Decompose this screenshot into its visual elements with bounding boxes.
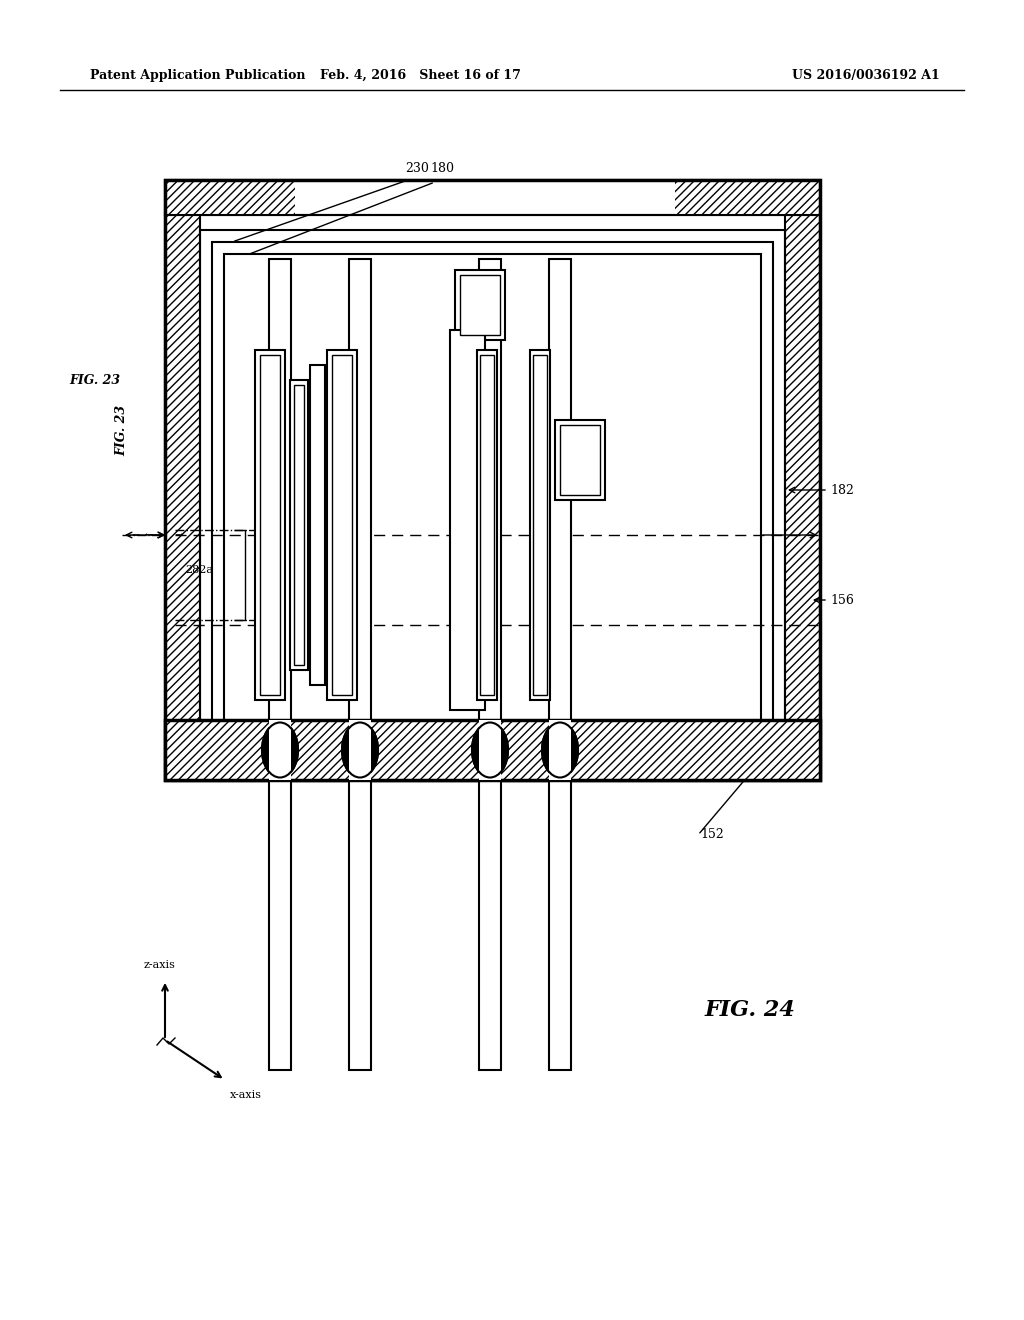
Bar	[165, 180, 820, 215]
Bar	[549, 719, 571, 780]
Bar	[332, 355, 352, 696]
Bar	[200, 215, 785, 780]
Text: 282b: 282b	[360, 605, 388, 615]
Text: z-axis: z-axis	[144, 960, 176, 970]
Bar	[460, 275, 500, 335]
Text: FIG. 24: FIG. 24	[705, 999, 796, 1020]
Bar	[477, 350, 497, 700]
Bar	[450, 330, 485, 710]
Text: 190a: 190a	[275, 715, 285, 743]
Text: ← . - . →: ← . - . →	[145, 531, 183, 540]
Text: FIG. 23: FIG. 23	[69, 374, 120, 387]
Text: 282a: 282a	[185, 565, 213, 576]
Bar	[530, 350, 550, 700]
Bar	[165, 180, 820, 780]
Text: 222: 222	[300, 335, 322, 345]
Ellipse shape	[262, 722, 298, 777]
Text: x-axis: x-axis	[230, 1090, 262, 1100]
Text: 270a: 270a	[257, 325, 285, 335]
Text: 180: 180	[430, 162, 454, 176]
Bar	[455, 271, 505, 341]
Bar	[534, 355, 547, 696]
Bar	[224, 253, 761, 746]
Text: Patent Application Publication: Patent Application Publication	[90, 69, 305, 82]
Text: 270b: 270b	[319, 325, 348, 335]
Text: 230: 230	[406, 162, 429, 176]
Text: 190b: 190b	[353, 715, 362, 743]
Text: FIG. 23: FIG. 23	[685, 404, 698, 455]
Bar	[327, 350, 357, 700]
Bar	[560, 425, 600, 495]
Bar	[479, 719, 501, 780]
Text: 152: 152	[700, 829, 724, 842]
Text: Feb. 4, 2016   Sheet 16 of 17: Feb. 4, 2016 Sheet 16 of 17	[319, 69, 520, 82]
Bar	[165, 180, 295, 215]
Bar	[260, 355, 280, 696]
Bar	[200, 230, 785, 770]
Text: 270d: 270d	[528, 719, 538, 748]
Bar	[675, 180, 820, 215]
Ellipse shape	[342, 722, 378, 777]
Bar	[255, 350, 285, 700]
Bar	[294, 385, 304, 665]
Bar	[555, 420, 605, 500]
Text: US 2016/0036192 A1: US 2016/0036192 A1	[793, 69, 940, 82]
Text: 156: 156	[830, 594, 854, 606]
Text: 190d: 190d	[558, 715, 568, 743]
Text: 182: 182	[830, 483, 854, 496]
Bar	[349, 259, 371, 1071]
Bar	[290, 380, 308, 671]
Text: FIG. 23: FIG. 23	[115, 404, 128, 455]
Ellipse shape	[542, 722, 578, 777]
Text: 282c: 282c	[450, 531, 460, 558]
Bar	[165, 180, 820, 215]
Text: 190c: 190c	[488, 715, 498, 743]
Bar	[269, 259, 291, 1071]
Bar	[480, 355, 494, 696]
Bar	[349, 719, 371, 780]
Bar	[165, 215, 200, 780]
Bar	[479, 259, 501, 1071]
Bar	[165, 719, 820, 780]
Bar	[269, 719, 291, 780]
Bar	[785, 215, 820, 780]
Ellipse shape	[472, 722, 508, 777]
Text: 282d: 282d	[560, 556, 570, 585]
Bar	[549, 259, 571, 1071]
Bar	[310, 366, 325, 685]
Text: 270c: 270c	[472, 719, 482, 747]
Text: 232: 232	[280, 330, 301, 341]
Bar	[212, 242, 773, 758]
